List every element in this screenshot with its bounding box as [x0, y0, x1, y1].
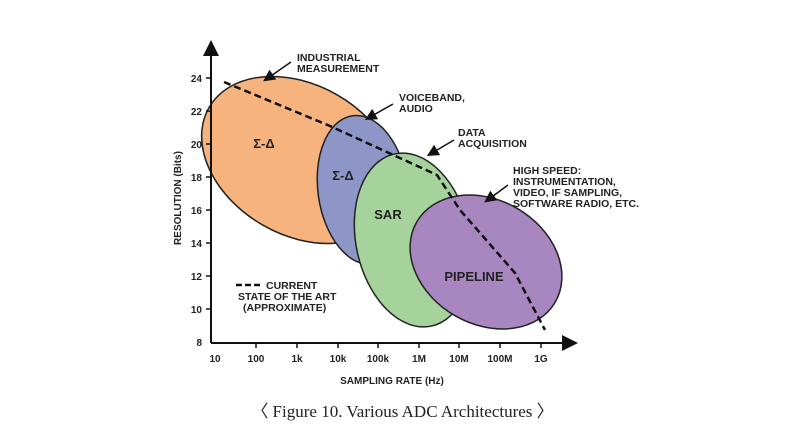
industrial-callout-arrow [263, 61, 292, 82]
legend-line: STATE OF THE ART [238, 291, 337, 303]
callout-line: INDUSTRIAL [297, 52, 361, 64]
x-tick-label: 10M [449, 354, 468, 365]
data-acquisition-callout: DATA ACQUISITION [458, 127, 527, 150]
x-tick-label: 10 [209, 354, 221, 365]
x-tick-label: 100k [367, 354, 390, 365]
callout-line: VOICEBAND, [399, 92, 465, 104]
x-tick-label: 10k [330, 354, 347, 365]
callout-line: INSTRUMENTATION, [513, 176, 616, 188]
high-speed-callout: HIGH SPEED: INSTRUMENTATION, VIDEO, IF S… [513, 165, 639, 210]
x-tick-label: 1k [291, 354, 303, 365]
callout-line: AUDIO [399, 103, 433, 115]
data-acquisition-callout-arrow [426, 139, 455, 157]
callout-line: SOFTWARE RADIO, ETC. [513, 198, 639, 210]
y-tick-label: 10 [191, 305, 203, 316]
pipeline-region [409, 194, 563, 330]
x-tick-label: 1G [534, 354, 548, 365]
y-tick-label: 18 [191, 173, 203, 184]
x-tick-label: 1M [412, 354, 426, 365]
callout-line: HIGH SPEED: [513, 165, 581, 177]
high-speed-callout-arrow [484, 184, 509, 203]
callout-line: MEASUREMENT [297, 63, 380, 75]
pipeline-label: PIPELINE [444, 269, 504, 284]
y-tick-label: 14 [191, 239, 203, 250]
callout-line: ACQUISITION [458, 138, 527, 150]
x-tick-labels: 10 100 1k 10k 100k 1M 10M 100M 1G [209, 354, 547, 365]
sigma-delta-voiceband-label: Σ-Δ [332, 168, 353, 183]
sar-label: SAR [374, 207, 402, 222]
figure-caption: 〈 Figure 10. Various ADC Architectures 〉 [251, 402, 554, 421]
x-axis-title: SAMPLING RATE (Hz) [340, 376, 444, 387]
voiceband-callout: VOICEBAND, AUDIO [399, 92, 468, 115]
y-tick-labels: 24 22 20 18 16 14 12 10 8 [191, 74, 203, 349]
legend-line: (APPROXIMATE) [243, 302, 326, 314]
y-tick-label: 24 [191, 74, 203, 85]
callout-line: VIDEO, IF SAMPLING, [513, 187, 622, 199]
x-tick-label: 100 [248, 354, 265, 365]
y-tick-label: 22 [191, 107, 203, 118]
y-tick-label: 12 [191, 272, 203, 283]
legend-line: CURRENT [266, 280, 318, 292]
state-of-the-art-line [223, 80, 547, 331]
legend-text: CURRENT STATE OF THE ART (APPROXIMATE) [238, 280, 339, 314]
y-tick-label: 20 [191, 140, 203, 151]
callout-line: DATA [458, 127, 486, 139]
sigma-delta-industrial-label: Σ-Δ [253, 136, 274, 151]
x-tick-label: 100M [487, 354, 512, 365]
y-axis-title: RESOLUTION (Bits) [173, 151, 184, 245]
industrial-callout: INDUSTRIAL MEASUREMENT [297, 52, 380, 75]
callout-arrows [263, 61, 509, 203]
y-tick-label: 16 [191, 206, 203, 217]
y-tick-label: 8 [196, 338, 202, 349]
voiceband-callout-arrow [364, 103, 394, 120]
tick-marks [206, 77, 542, 348]
